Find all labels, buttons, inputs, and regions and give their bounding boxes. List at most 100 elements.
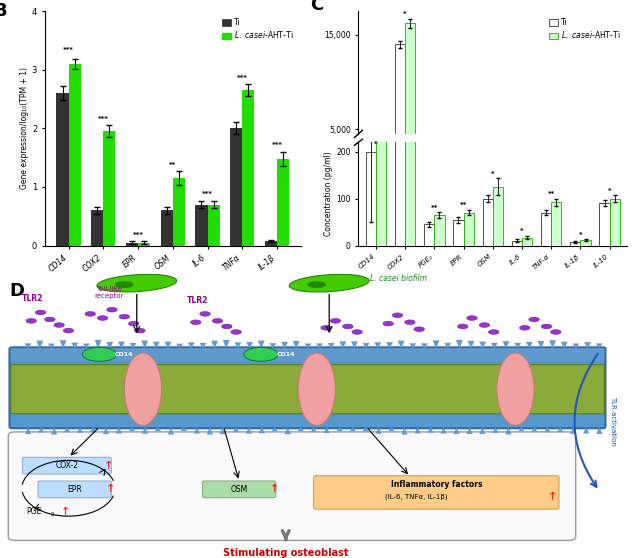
Bar	[493, 175, 503, 176]
Text: ***: ***	[132, 232, 143, 238]
Polygon shape	[130, 341, 136, 349]
Polygon shape	[549, 343, 556, 349]
Ellipse shape	[200, 311, 211, 316]
Polygon shape	[310, 427, 317, 435]
FancyBboxPatch shape	[8, 432, 575, 540]
Bar	[405, 0, 415, 246]
Polygon shape	[298, 427, 304, 432]
Polygon shape	[36, 343, 43, 349]
Polygon shape	[596, 342, 603, 349]
Text: B: B	[0, 2, 7, 20]
Bar	[230, 128, 243, 246]
Y-axis label: Concentration (pg/ml): Concentration (pg/ml)	[324, 152, 333, 236]
Bar	[365, 152, 376, 246]
Polygon shape	[433, 344, 440, 349]
Text: CD14: CD14	[276, 352, 295, 357]
Text: ***: ***	[98, 116, 109, 122]
Text: ↑: ↑	[270, 484, 279, 494]
Text: ***: ***	[237, 75, 248, 81]
Bar	[483, 199, 493, 246]
Bar	[435, 215, 445, 246]
Polygon shape	[211, 340, 218, 349]
Ellipse shape	[467, 316, 477, 320]
Polygon shape	[269, 342, 276, 349]
Bar	[522, 238, 532, 246]
Bar	[541, 213, 551, 246]
FancyBboxPatch shape	[10, 347, 605, 429]
Bar	[600, 203, 610, 246]
Bar	[243, 90, 255, 246]
Bar	[610, 175, 620, 176]
Text: ***: ***	[63, 47, 74, 54]
Ellipse shape	[541, 324, 552, 329]
Ellipse shape	[497, 353, 534, 425]
Polygon shape	[374, 341, 381, 349]
Polygon shape	[456, 341, 463, 349]
Text: **: **	[431, 205, 438, 211]
Polygon shape	[491, 340, 498, 349]
Ellipse shape	[321, 325, 332, 330]
Bar	[207, 205, 220, 246]
Polygon shape	[583, 427, 589, 432]
Polygon shape	[233, 427, 239, 433]
Text: L. casei biofilm: L. casei biofilm	[369, 274, 427, 283]
Polygon shape	[25, 341, 31, 349]
Polygon shape	[518, 427, 525, 434]
Polygon shape	[142, 427, 148, 434]
Polygon shape	[292, 343, 300, 349]
Text: Inflammatory factors: Inflammatory factors	[390, 480, 482, 489]
Ellipse shape	[83, 347, 116, 362]
Text: COX-2: COX-2	[56, 461, 79, 470]
Polygon shape	[479, 341, 486, 349]
Polygon shape	[386, 344, 393, 349]
Ellipse shape	[479, 323, 490, 328]
Polygon shape	[328, 343, 335, 349]
Polygon shape	[153, 340, 160, 349]
Polygon shape	[207, 427, 213, 434]
Polygon shape	[506, 427, 511, 433]
Polygon shape	[388, 427, 395, 434]
Polygon shape	[118, 340, 125, 349]
Polygon shape	[544, 427, 550, 433]
Polygon shape	[596, 427, 602, 433]
Polygon shape	[453, 427, 460, 434]
Polygon shape	[48, 341, 55, 349]
Text: TLR2: TLR2	[22, 294, 44, 304]
Ellipse shape	[342, 324, 353, 329]
Polygon shape	[220, 427, 226, 432]
Polygon shape	[95, 343, 102, 349]
Polygon shape	[271, 427, 278, 434]
Text: **: **	[548, 191, 555, 197]
FancyBboxPatch shape	[11, 365, 604, 413]
Polygon shape	[570, 427, 577, 431]
Bar	[138, 243, 150, 246]
Text: Toll-like
receptor: Toll-like receptor	[94, 286, 124, 300]
Polygon shape	[90, 427, 96, 432]
Polygon shape	[401, 427, 408, 434]
Ellipse shape	[54, 323, 65, 328]
Bar	[395, 0, 405, 246]
Ellipse shape	[352, 330, 362, 334]
Polygon shape	[176, 340, 183, 349]
Ellipse shape	[85, 311, 95, 316]
Ellipse shape	[550, 330, 561, 334]
Ellipse shape	[129, 321, 139, 326]
Polygon shape	[526, 343, 532, 349]
Polygon shape	[234, 343, 241, 349]
Polygon shape	[77, 427, 83, 434]
Polygon shape	[64, 427, 70, 432]
Polygon shape	[467, 427, 472, 434]
Bar	[173, 178, 185, 246]
Ellipse shape	[97, 275, 177, 292]
Ellipse shape	[35, 310, 46, 315]
Polygon shape	[515, 341, 521, 349]
Bar	[376, 0, 386, 246]
Text: D: D	[10, 282, 24, 300]
Text: 2: 2	[51, 512, 54, 517]
Ellipse shape	[529, 317, 540, 322]
Ellipse shape	[289, 275, 369, 292]
Polygon shape	[168, 427, 174, 434]
Text: *: *	[403, 11, 407, 17]
Polygon shape	[188, 343, 195, 349]
Ellipse shape	[45, 317, 55, 322]
